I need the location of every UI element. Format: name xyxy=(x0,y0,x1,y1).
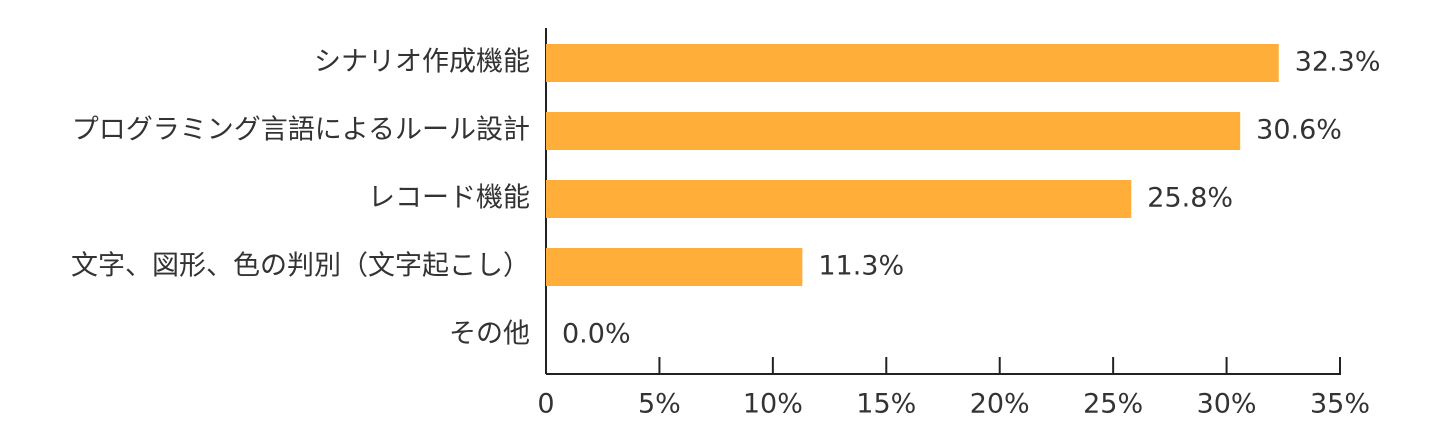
bar xyxy=(546,248,803,286)
x-tick-label: 10% xyxy=(743,389,803,420)
x-tick-label: 25% xyxy=(1083,389,1143,420)
bar xyxy=(546,180,1132,218)
bar xyxy=(546,112,1241,150)
x-tick-label: 0 xyxy=(537,389,554,420)
value-label: 0.0% xyxy=(562,319,631,350)
y-tick-label: シナリオ作成機能 xyxy=(314,47,530,78)
x-tick-label: 30% xyxy=(1197,389,1257,420)
y-tick-label: プログラミング言語によるルール設計 xyxy=(72,115,530,146)
x-tick-label: 35% xyxy=(1310,389,1370,420)
value-label: 11.3% xyxy=(818,251,904,282)
y-tick-label: その他 xyxy=(449,319,530,350)
value-label: 25.8% xyxy=(1147,183,1233,214)
value-label: 30.6% xyxy=(1256,115,1342,146)
x-tick-label: 20% xyxy=(970,389,1030,420)
x-tick-label: 5% xyxy=(638,389,681,420)
y-tick-label: 文字、図形、色の判別（文字起こし） xyxy=(71,251,530,282)
bar xyxy=(546,44,1279,82)
x-tick-label: 15% xyxy=(856,389,916,420)
y-tick-label: レコード機能 xyxy=(368,183,530,214)
value-label: 32.3% xyxy=(1295,47,1381,78)
